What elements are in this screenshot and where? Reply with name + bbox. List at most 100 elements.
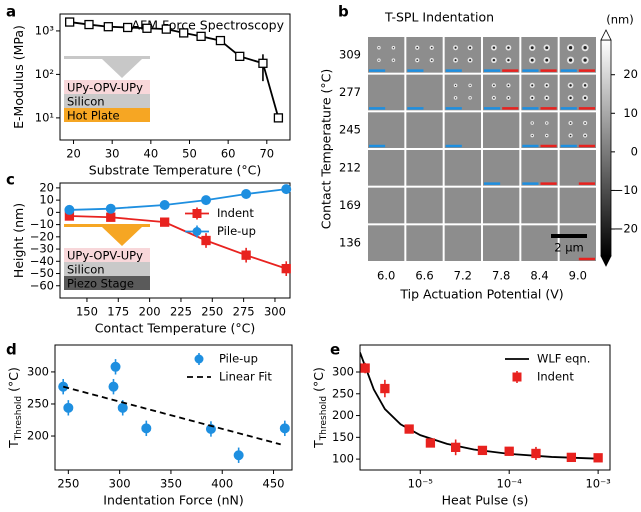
- indent-dot-core: [569, 122, 572, 124]
- indent-dot-core: [378, 59, 380, 61]
- image-tile: [406, 37, 443, 73]
- x-tick-label: 300: [264, 305, 286, 319]
- y-tick-label: −40: [30, 254, 54, 268]
- plot-frame: [59, 182, 291, 299]
- indent-dot-core: [545, 46, 549, 50]
- image-tile: [521, 187, 558, 224]
- layer: [64, 262, 150, 276]
- image-tile: [559, 187, 596, 224]
- marker: [233, 450, 244, 461]
- indent-dot-core: [469, 46, 472, 49]
- x-tick-label: 350: [160, 477, 182, 491]
- y-tick-label: −50: [30, 266, 54, 280]
- layer-label: Hot Plate: [67, 109, 120, 123]
- x-tick-label: 7.8: [492, 269, 510, 283]
- y-tick-label: 250: [27, 396, 49, 410]
- legend-label: Pile-up: [219, 352, 258, 366]
- y-tick-label: 309: [339, 47, 361, 61]
- indent-dot-core: [531, 84, 534, 87]
- indent-dot-core: [507, 97, 510, 99]
- colorbar-tick-label: 10: [623, 106, 638, 120]
- legend-label: Pile-up: [217, 224, 256, 238]
- marker: [451, 442, 461, 453]
- image-tile: [483, 74, 520, 111]
- indent-dot-core: [583, 46, 587, 50]
- indent-dot-core: [493, 97, 495, 99]
- indent-dot-core: [531, 96, 534, 99]
- x-tick-label: 150: [76, 305, 98, 319]
- y-tick-label: 100: [332, 452, 354, 466]
- marker: [110, 361, 121, 372]
- colorbar-tick-label: 20: [623, 67, 638, 81]
- marker: [179, 28, 189, 38]
- y-tick-label: −10: [30, 217, 54, 231]
- x-tick-label: 175: [107, 305, 129, 319]
- chart-title: AFM Force Spectroscopy: [131, 18, 284, 33]
- panel: 250 300 350 400 450 200 250 300 d Indentation For…: [6, 341, 293, 508]
- x-axis-label: Indentation Force (nN): [103, 493, 243, 508]
- marker: [65, 17, 75, 27]
- x-tick-label: 275: [233, 305, 255, 319]
- marker: [235, 51, 245, 62]
- marker: [215, 35, 226, 46]
- y-tick-label: 250: [332, 386, 354, 400]
- y-tick-label: 10: [39, 193, 54, 207]
- y-axis-label: TThreshold (°C): [311, 367, 329, 449]
- marker: [504, 446, 514, 456]
- x-tick-label: 200: [139, 305, 161, 319]
- legend-marker: [194, 354, 204, 364]
- panel-letter: c: [6, 171, 15, 189]
- layer-label: Silicon: [67, 263, 105, 277]
- indent-dot-core: [569, 134, 572, 137]
- indent-dot-core: [546, 134, 548, 137]
- image-tile: [444, 37, 481, 73]
- panel-letter: b: [338, 3, 349, 21]
- x-tick-label: 225: [170, 305, 192, 319]
- layer: [64, 80, 150, 94]
- y-axis-label-main: T: [6, 440, 21, 449]
- indent-dot-core: [545, 84, 548, 87]
- legend-marker: [192, 209, 202, 218]
- marker: [380, 383, 390, 394]
- legend-label: WLF eqn.: [537, 352, 590, 366]
- layer: [64, 276, 150, 290]
- y-tick-label: 200: [332, 408, 354, 422]
- indent-dot-core: [469, 97, 471, 99]
- layer-label: UPy-OPV-UPy: [67, 249, 143, 263]
- indent-dot-core: [492, 58, 496, 62]
- image-tile: [406, 112, 443, 148]
- x-tick-label: 9.0: [569, 269, 587, 283]
- indent-dot-core: [546, 122, 548, 124]
- marker: [64, 204, 75, 215]
- series-line: [360, 352, 599, 460]
- indent-dot-core: [568, 46, 573, 50]
- image-tile: [406, 187, 443, 224]
- image-tile: [406, 150, 443, 186]
- plot-frame: [54, 344, 293, 471]
- indent-dot-core: [493, 84, 495, 87]
- indent-dot-core: [583, 84, 587, 87]
- panel-letter: d: [6, 341, 17, 359]
- legend-marker: [512, 372, 522, 382]
- marker: [122, 22, 133, 33]
- image-tile: [368, 37, 405, 73]
- image-tile: [521, 37, 558, 73]
- colorbar: [600, 39, 612, 257]
- y-tick-label: 150: [332, 430, 354, 444]
- panel-letter: a: [6, 3, 16, 21]
- image-tile: [368, 112, 405, 148]
- x-tick-label: 6.0: [377, 269, 395, 283]
- y-axis-label-main: E-Modulus (MPa): [11, 25, 26, 129]
- image-tile: [368, 74, 405, 111]
- y-axis-label: Contact Temperature (°C): [319, 69, 334, 230]
- indent-dot-core: [530, 46, 534, 50]
- indent-dot-core: [569, 96, 572, 100]
- indent-dot-core: [454, 84, 457, 86]
- marker: [258, 58, 268, 68]
- x-tick-label: 8.4: [530, 269, 548, 283]
- colorbar-label: (nm): [606, 13, 633, 27]
- x-tick-label: 6.6: [415, 269, 433, 283]
- marker: [425, 438, 436, 448]
- x-tick-label: 50: [182, 147, 197, 161]
- marker: [281, 263, 291, 274]
